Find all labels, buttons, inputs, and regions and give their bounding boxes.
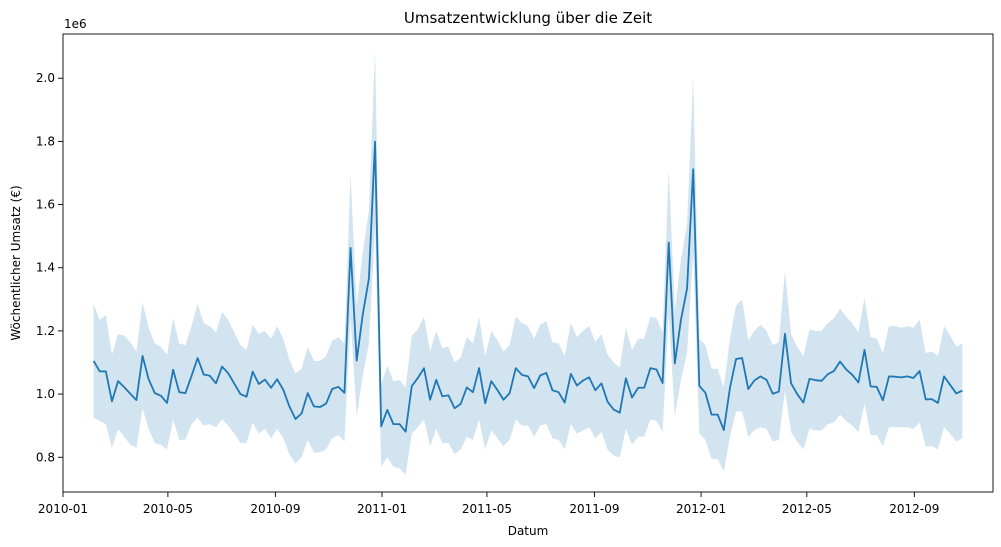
x-tick-label: 2010-05 [143, 502, 193, 516]
x-tick-label: 2011-09 [569, 502, 619, 516]
x-tick-label: 2012-09 [889, 502, 939, 516]
x-tick-label: 2010-01 [38, 502, 88, 516]
y-tick-label: 1.0 [36, 387, 55, 401]
y-tick-label: 1.2 [36, 324, 55, 338]
y-tick-label: 0.8 [36, 450, 55, 464]
x-tick-label: 2012-01 [676, 502, 726, 516]
series-line [92, 140, 963, 433]
y-offset-label: 1e6 [64, 17, 87, 31]
plot-area [92, 49, 963, 475]
y-axis-label: Wöchentlicher Umsatz (€) [9, 185, 23, 340]
axes-frame [62, 33, 994, 493]
chart-title: Umsatzentwicklung über die Zeit [404, 9, 652, 27]
confidence-band [93, 49, 963, 475]
x-axis-label: Datum [508, 524, 549, 538]
y-tick-label: 1.8 [36, 134, 55, 148]
y-tick-label: 2.0 [36, 71, 55, 85]
x-tick-label: 2011-05 [462, 502, 512, 516]
x-tick-label: 2011-01 [357, 502, 407, 516]
x-axis: 2010-01 2010-05 2010-09 2011-01 2011-05 2011-… [38, 492, 939, 516]
x-tick-label: 2012-05 [782, 502, 832, 516]
x-tick-label: 2010-09 [250, 502, 300, 516]
y-axis: 0.8 1.0 1.2 1.4 1.6 1.8 2.0 [36, 71, 63, 464]
y-tick-label: 1.6 [36, 198, 55, 212]
y-tick-label: 1.4 [36, 261, 55, 275]
